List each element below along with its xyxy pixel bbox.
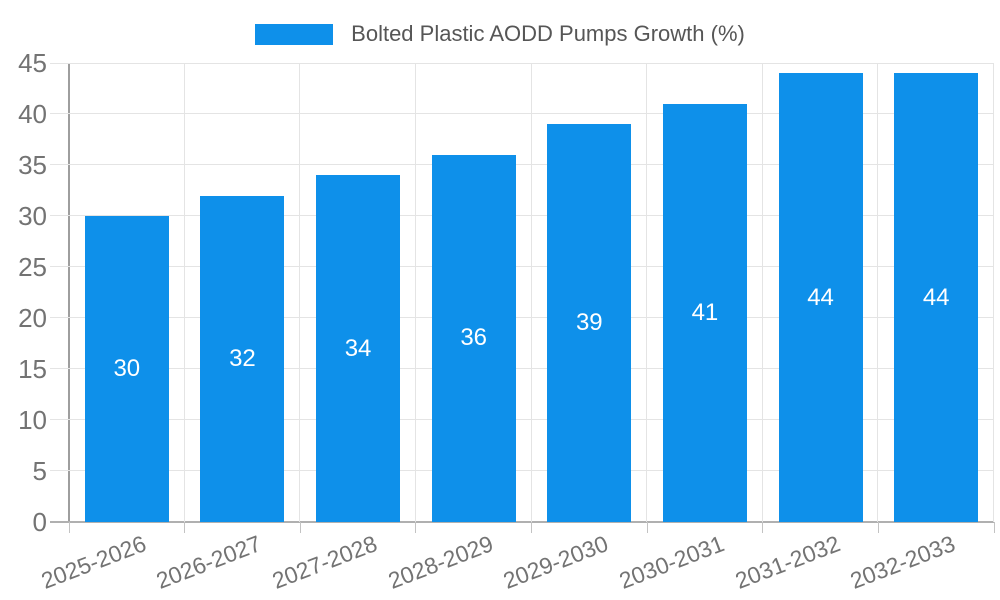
- x-tick: [993, 522, 995, 533]
- x-tick-label: 2028-2029: [384, 530, 497, 594]
- bar: 39: [547, 124, 632, 522]
- x-gridline: [993, 63, 994, 522]
- x-gridline: [761, 63, 763, 522]
- x-tick-label: 2026-2027: [153, 530, 266, 594]
- x-axis-line: [50, 521, 994, 523]
- y-axis-line: [68, 63, 70, 522]
- x-gridline: [646, 63, 648, 522]
- x-tick-label: 2025-2026: [37, 530, 150, 594]
- bar: 44: [894, 73, 979, 522]
- y-tick-label: 10: [18, 405, 47, 435]
- y-gridline: [50, 63, 994, 64]
- x-tick: [415, 522, 417, 533]
- x-tick-label: 2031-2032: [731, 530, 844, 594]
- x-tick: [299, 522, 301, 533]
- y-tick-label: 5: [32, 456, 47, 486]
- x-tick: [877, 522, 879, 533]
- bar-value-label: 30: [113, 355, 141, 382]
- y-gridline: [50, 113, 994, 114]
- y-gridline: [50, 419, 994, 420]
- y-gridline: [50, 470, 994, 471]
- x-gridline: [877, 63, 879, 522]
- bar: 34: [316, 175, 401, 522]
- bar-value-label: 39: [575, 309, 603, 337]
- x-gridline: [530, 63, 532, 522]
- x-tick: [68, 522, 70, 533]
- y-gridline: [50, 164, 994, 165]
- x-tick-label: 2032-2033: [846, 530, 959, 594]
- bar: 44: [778, 73, 863, 522]
- bar: 36: [431, 154, 516, 522]
- y-tick-label: 45: [18, 48, 47, 78]
- y-tick-label: 35: [18, 150, 47, 180]
- bar: 32: [200, 195, 285, 522]
- y-gridline: [50, 368, 994, 369]
- x-gridline: [183, 63, 185, 522]
- legend: Bolted Plastic AODD Pumps Growth (%): [0, 21, 1000, 47]
- y-gridline: [50, 215, 994, 216]
- bar-value-label: 34: [344, 334, 372, 362]
- y-gridline: [50, 266, 994, 267]
- bar-value-label: 32: [229, 344, 256, 372]
- y-tick-label: 25: [18, 252, 47, 282]
- x-gridline: [414, 63, 416, 522]
- y-tick-label: 0: [32, 507, 47, 537]
- bar: 30: [84, 216, 169, 522]
- bar: 41: [662, 103, 747, 522]
- x-tick-label: 2027-2028: [268, 530, 381, 594]
- bar-value-label: 44: [807, 283, 834, 311]
- x-gridline: [299, 63, 301, 522]
- bar-value-label: 36: [460, 324, 488, 352]
- x-tick-label: 2030-2031: [615, 530, 728, 594]
- y-tick-label: 15: [18, 354, 47, 384]
- legend-swatch: [255, 23, 334, 45]
- bar-value-label: 44: [922, 283, 950, 311]
- y-gridline: [50, 317, 994, 318]
- x-tick: [762, 522, 764, 533]
- y-tick-label: 30: [18, 201, 47, 231]
- x-tick: [646, 522, 648, 533]
- plot-area: 0 5 10 15 20 25 30 35 40 45 30 2025-2026 32 2026-2027…: [18, 50, 995, 594]
- x-tick: [531, 522, 532, 533]
- bar-value-label: 41: [691, 298, 719, 326]
- x-tick-label: 2029-2030: [499, 530, 612, 594]
- y-tick-label: 40: [18, 99, 47, 129]
- y-tick-label: 20: [18, 303, 47, 333]
- legend-label: Bolted Plastic AODD Pumps Growth (%): [351, 21, 745, 46]
- x-tick: [184, 522, 186, 533]
